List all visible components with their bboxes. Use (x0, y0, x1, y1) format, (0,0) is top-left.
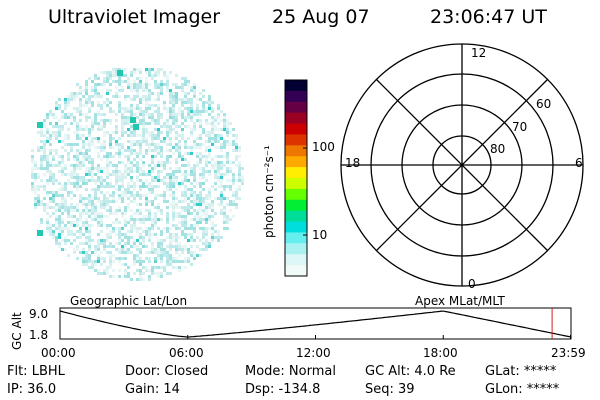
orbit-xtick-4: 23:59 (551, 346, 586, 360)
colorbar-band (285, 167, 307, 179)
colorbar-band (285, 243, 307, 255)
status-gain: Gain: 14 (125, 382, 180, 397)
polar-diagonal-1 (375, 78, 549, 252)
lat-label-70: 70 (512, 120, 528, 134)
orbit-xtick-1: 06:00 (169, 346, 204, 360)
colorbar-band (285, 178, 307, 190)
polar-circle-60 (370, 73, 554, 257)
status-seq: Seq: 39 (365, 382, 415, 397)
polar-circle-70 (401, 104, 523, 226)
polar-diagonal-2 (375, 78, 549, 252)
colorbar-band (285, 134, 307, 146)
colorbar-unit-label: photon cm⁻²s⁻¹ (262, 145, 276, 238)
colorbar-outline (284, 79, 308, 277)
orbit-plot (59, 307, 572, 340)
colorbar-band (285, 265, 307, 277)
app-title: Ultraviolet Imager (48, 6, 221, 28)
status-dsp: Dsp: -134.8 (245, 382, 321, 397)
colorbar-tick-10: 10 (312, 228, 328, 242)
colorbar-band (285, 221, 307, 233)
polar-circle-80 (432, 135, 492, 195)
orbit-ytick-top: 9.0 (29, 307, 49, 321)
status-flt: Flt: LBHL (7, 364, 65, 379)
apex-label: Apex MLat/MLT (415, 294, 505, 308)
colorbar-band (285, 188, 307, 201)
date-label: 25 Aug 07 (272, 6, 370, 28)
orbit-xtick-2: 12:00 (296, 346, 331, 360)
mlt-label-12: 12 (471, 46, 487, 60)
orbit-xtick-0: 00:00 (41, 346, 76, 360)
colorbar-band (285, 210, 307, 223)
polar-circle-50 (340, 43, 584, 287)
time-label: 23:06:47 UT (430, 6, 547, 28)
status-glon: GLon: ***** (485, 382, 560, 397)
imager-pixels (31, 68, 244, 281)
mlt-label-6: 6 (575, 156, 583, 170)
geographic-label: Geographic Lat/Lon (70, 294, 188, 308)
colorbar-band (285, 254, 307, 266)
color-bar (284, 79, 308, 277)
colorbar-band (285, 112, 307, 125)
lat-label-80: 80 (490, 142, 506, 156)
lat-label-60: 60 (536, 97, 552, 111)
colorbar-band (285, 90, 307, 103)
status-gcalt: GC Alt: 4.0 Re (365, 364, 456, 379)
colorbar-band (285, 232, 307, 244)
colorbar-band (285, 101, 307, 114)
colorbar-band (285, 199, 307, 212)
colorbar-band (285, 156, 307, 168)
colorbar-tick-100: 100 (312, 140, 335, 154)
colorbar-band (285, 145, 307, 157)
status-door: Door: Closed (125, 364, 209, 379)
mlt-label-18: 18 (345, 156, 361, 170)
colorbar-band (285, 80, 307, 92)
imager-disk (31, 68, 244, 281)
status-ip: IP: 36.0 (7, 382, 57, 397)
orbit-yaxis-label: GC Alt (10, 312, 24, 350)
orbit-frame (59, 307, 572, 340)
status-glat: GLat: ***** (485, 364, 557, 379)
orbit-ytick-bottom: 1.8 (29, 328, 49, 342)
status-mode: Mode: Normal (245, 364, 336, 379)
colorbar-band (285, 123, 307, 135)
orbit-xtick-3: 18:00 (423, 346, 458, 360)
orbit-altitude-curve (59, 310, 571, 338)
mlt-label-0: 0 (468, 277, 476, 291)
